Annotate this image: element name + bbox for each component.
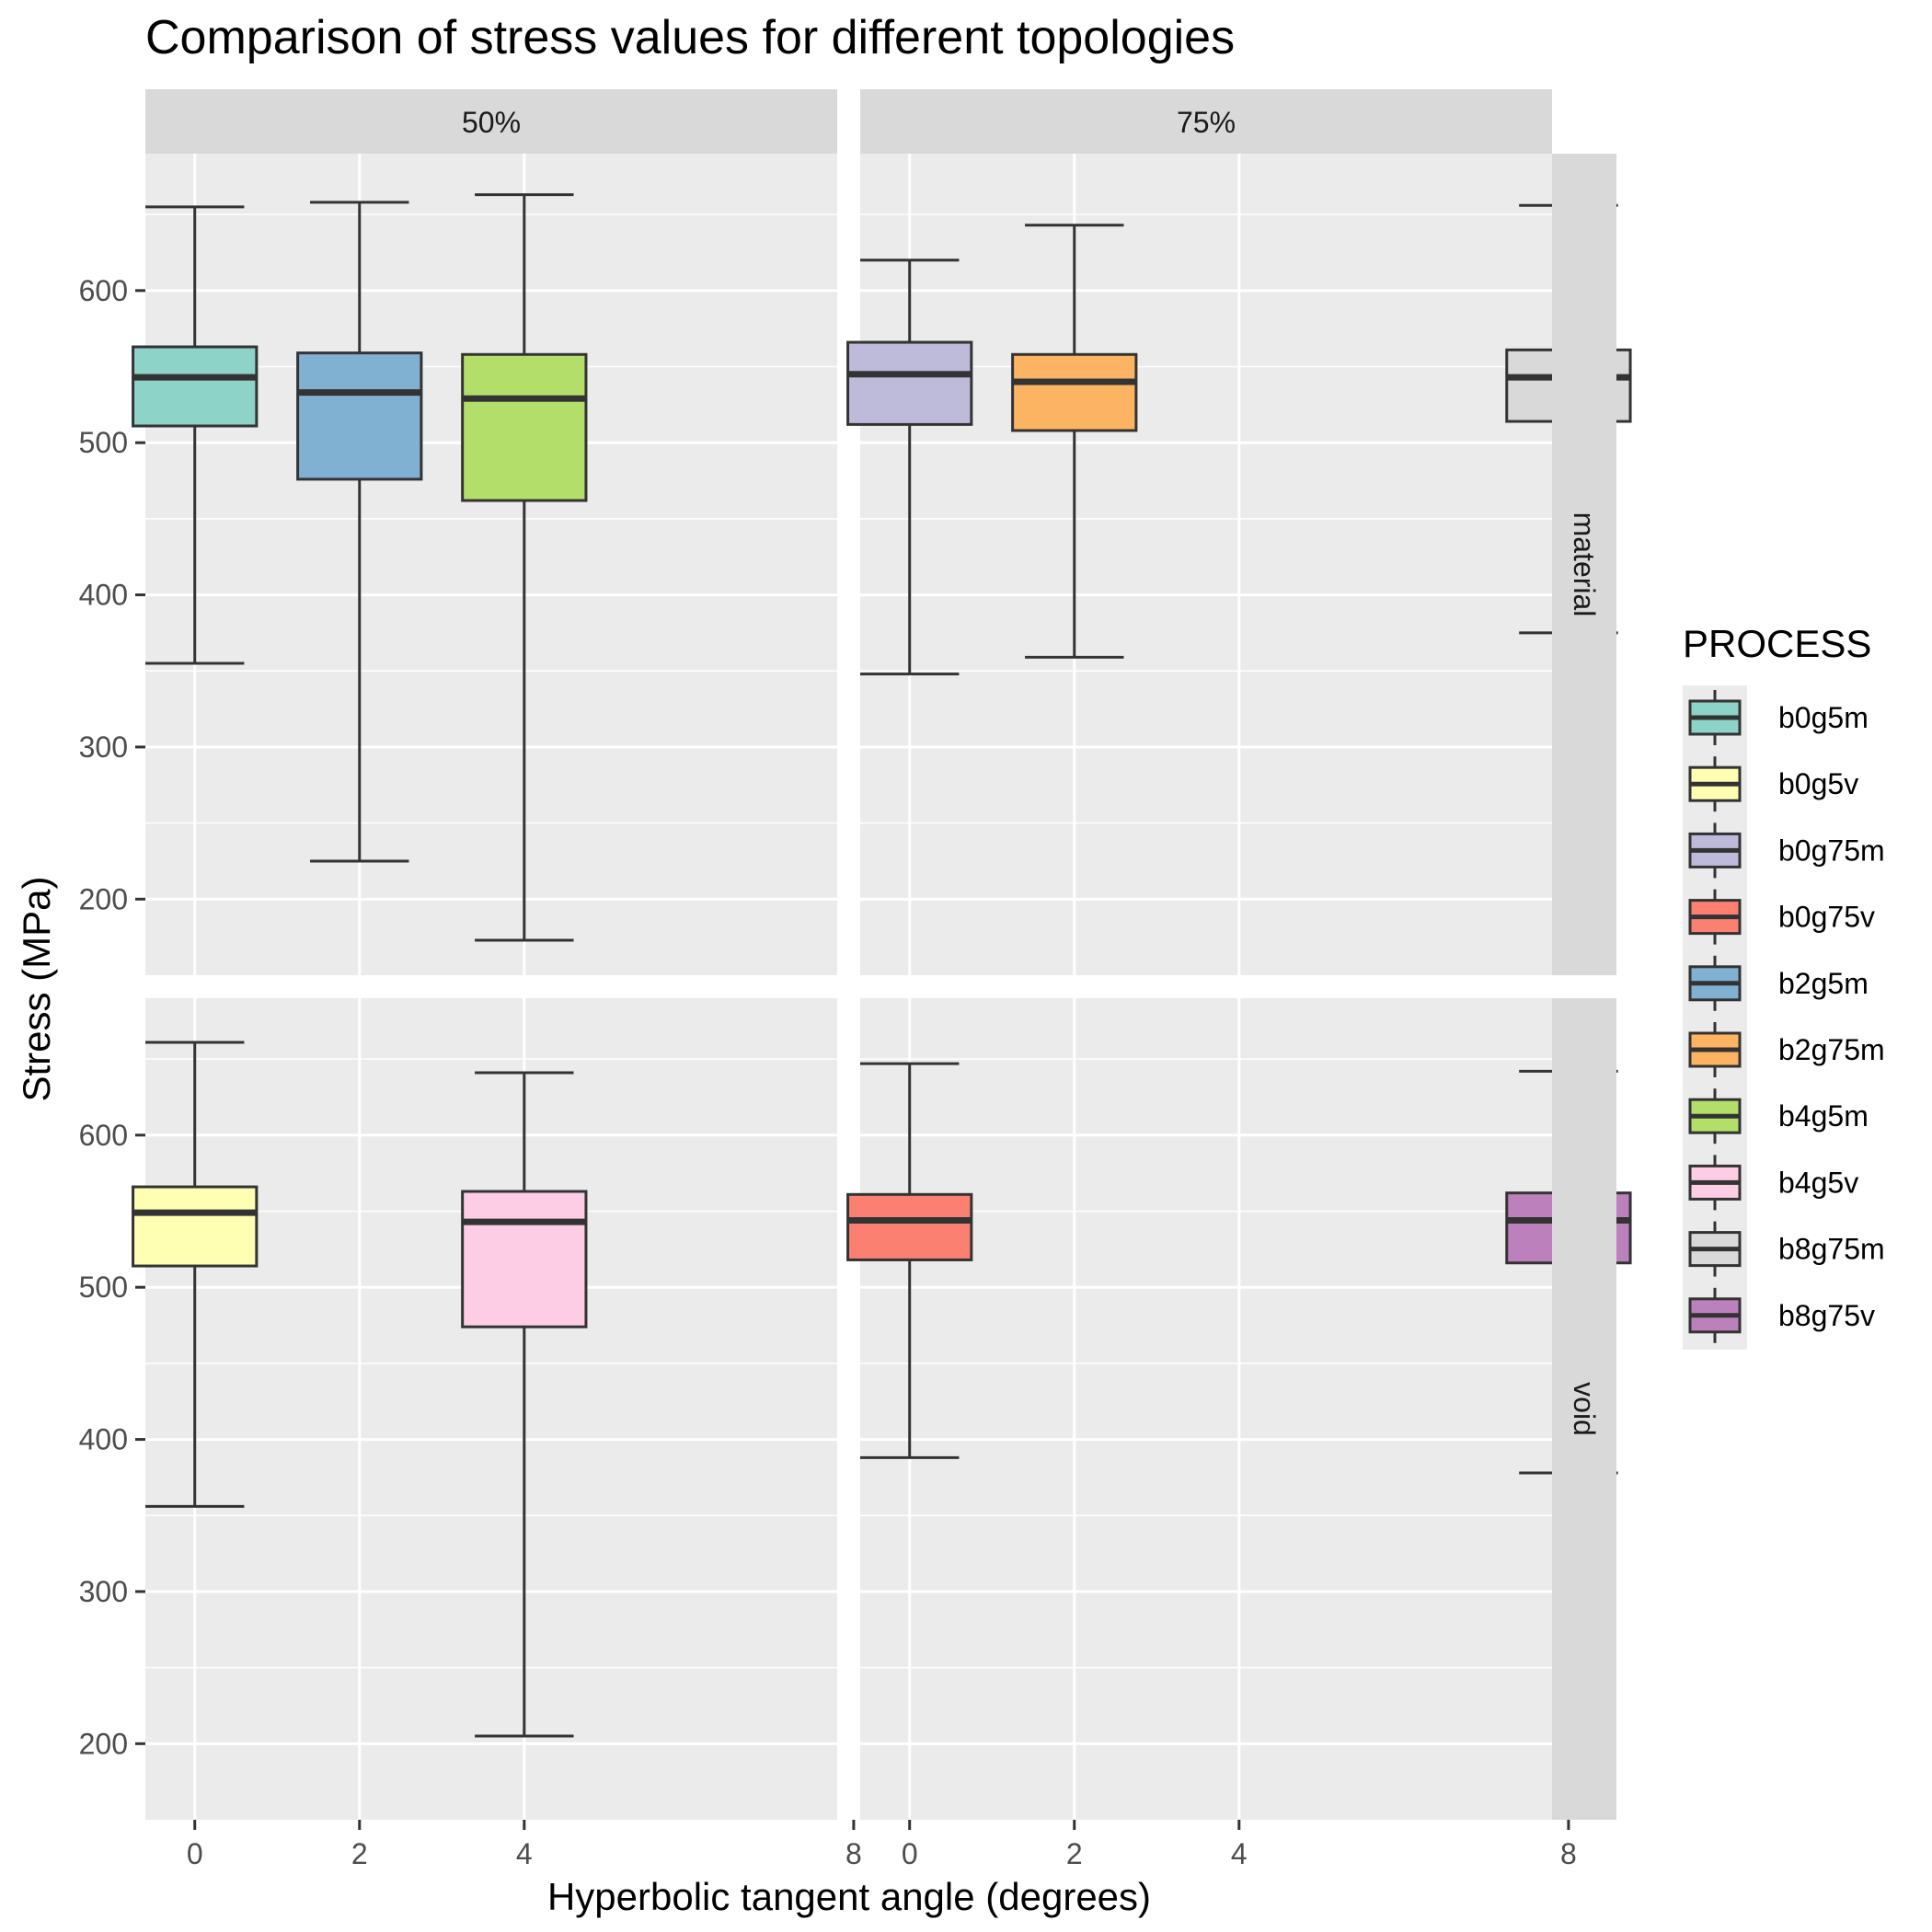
x-axis-label: Hyperbolic tangent angle (degrees)	[547, 1875, 1151, 1918]
legend-label: b0g5m	[1778, 701, 1869, 734]
panel-75pct-material	[846, 154, 1632, 975]
strip-row-void	[1552, 998, 1616, 1820]
box-iqr	[461, 1190, 588, 1328]
strip-col-75pct	[860, 89, 1552, 154]
strip-row-label: void	[1568, 1382, 1601, 1436]
box-iqr	[296, 351, 423, 481]
legend-label: b0g5v	[1778, 767, 1858, 800]
box-b0g5m	[132, 205, 259, 665]
facet-panels	[132, 154, 1632, 1820]
legend-label: b0g75v	[1778, 901, 1875, 934]
x-tick-label: 0	[902, 1837, 918, 1870]
y-tick-label: 400	[79, 1423, 128, 1456]
box-b4g5m	[461, 193, 588, 942]
box-b0g75v	[846, 1062, 973, 1459]
x-tick-label: 4	[516, 1837, 533, 1870]
y-tick-label: 200	[79, 882, 128, 915]
legend-label: b4g5v	[1778, 1166, 1858, 1199]
y-tick-label: 500	[79, 1271, 128, 1304]
legend-entry-b4g5m: b4g5m	[1688, 1088, 1869, 1144]
x-tick-label: 4	[1231, 1837, 1248, 1870]
legend-label: b2g75m	[1778, 1033, 1885, 1066]
x-tick-label: 2	[1066, 1837, 1083, 1870]
box-b0g5v	[132, 1041, 259, 1508]
legend-label: b2g5m	[1778, 967, 1869, 1000]
legend-entry-b0g5m: b0g5m	[1688, 690, 1869, 745]
x-tick-label: 2	[351, 1837, 368, 1870]
panel-75pct-void	[846, 998, 1632, 1820]
y-tick-label: 300	[79, 730, 128, 764]
panel-background	[145, 154, 837, 975]
y-tick-label: 200	[79, 1727, 128, 1760]
facet-strips: 50% 75% material void	[145, 89, 1616, 1820]
y-tick-label: 400	[79, 579, 128, 612]
box-iqr	[1011, 352, 1138, 432]
legend-label: b8g75v	[1778, 1299, 1875, 1332]
legend-entry-b8g75v: b8g75v	[1688, 1287, 1875, 1343]
box-iqr	[132, 345, 259, 428]
panel-background	[860, 998, 1552, 1820]
panel-50pct-void	[132, 998, 856, 1820]
strip-row-label: material	[1568, 512, 1601, 617]
strip-row-material	[1552, 154, 1616, 975]
legend-entry-b2g75m: b2g75m	[1688, 1022, 1885, 1077]
strip-col-label: 50%	[462, 106, 521, 139]
box-iqr	[132, 1185, 259, 1268]
y-tick-label: 600	[79, 274, 128, 307]
legend-label: b4g5m	[1778, 1099, 1869, 1133]
legend-entry-b0g5v: b0g5v	[1688, 756, 1858, 812]
box-b2g5m	[296, 201, 423, 863]
strip-col-label: 75%	[1177, 106, 1236, 139]
x-tick-label: 8	[1560, 1837, 1577, 1870]
box-b0g75m	[846, 259, 973, 676]
x-tick-label: 0	[187, 1837, 203, 1870]
box-iqr	[846, 1192, 973, 1261]
legend-label: b0g75m	[1778, 834, 1885, 867]
box-iqr	[846, 340, 973, 426]
box-b2g75m	[1011, 224, 1138, 659]
box-iqr	[461, 352, 588, 502]
panel-background	[145, 998, 837, 1820]
axes: 200 300 400 500 600 200 300 400 500 600 0 2 4 8 0 2 4 8	[79, 274, 1577, 1870]
panel-50pct-material	[132, 154, 856, 975]
strip-col-50pct	[145, 89, 837, 154]
legend-entry-b2g5m: b2g5m	[1688, 955, 1869, 1011]
legend-entry-b8g75m: b8g75m	[1688, 1221, 1885, 1277]
legend-entry-b0g75v: b0g75v	[1688, 889, 1875, 945]
y-tick-label: 600	[79, 1119, 128, 1152]
box-b4g5v	[461, 1071, 588, 1738]
legend-entry-b4g5v: b4g5v	[1688, 1155, 1858, 1211]
y-axis-label: Stress (MPa)	[15, 876, 58, 1101]
x-tick-label: 8	[845, 1837, 862, 1870]
legend-entry-b0g75m: b0g75m	[1688, 822, 1885, 879]
legend-label: b8g75m	[1778, 1233, 1885, 1266]
legend: PROCESS b0g5m b0g5v b0g75m b0g75v b2g5m b2g75…	[1683, 622, 1885, 1350]
chart-title: Comparison of stress values for differen…	[145, 11, 1235, 64]
y-tick-label: 500	[79, 426, 128, 459]
panel-background	[860, 154, 1552, 975]
legend-title: PROCESS	[1683, 622, 1871, 665]
y-tick-label: 300	[79, 1575, 128, 1608]
